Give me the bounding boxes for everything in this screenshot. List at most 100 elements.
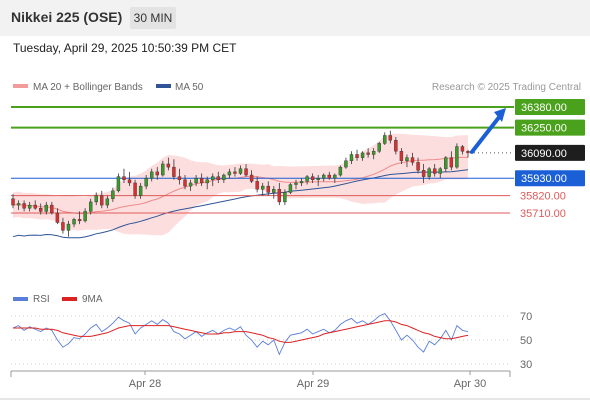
candle-body xyxy=(316,177,320,180)
candle xyxy=(166,157,171,171)
candle-body xyxy=(255,181,259,190)
candle xyxy=(72,217,76,228)
candle xyxy=(377,141,381,153)
candle-body xyxy=(344,160,348,168)
forecast-arrow xyxy=(470,108,506,154)
candle xyxy=(421,163,426,183)
candle-body xyxy=(166,163,171,168)
candle xyxy=(222,173,226,183)
rsi-tick-labels: 70 50 30 xyxy=(520,311,532,371)
candle-body xyxy=(199,177,204,184)
candle-body xyxy=(94,195,98,203)
candle xyxy=(272,186,276,199)
candle xyxy=(116,173,121,193)
candle-body xyxy=(433,168,437,174)
candle-body xyxy=(394,140,398,152)
level-label-35710.00: 35710.00 xyxy=(520,208,566,220)
candle xyxy=(266,181,270,196)
rsi-ma-line xyxy=(13,320,469,343)
candle xyxy=(416,157,420,174)
level-label-36380.00: 36380.00 xyxy=(521,102,567,114)
candle-body xyxy=(416,162,420,171)
candle-body xyxy=(277,189,282,203)
bollinger-band xyxy=(13,133,468,236)
candle-body xyxy=(427,168,431,177)
candle xyxy=(161,160,165,177)
rsi-grid xyxy=(11,315,510,365)
ma50-legend-swatch xyxy=(156,84,171,88)
timeframe-button[interactable]: 30 MIN xyxy=(130,7,176,29)
candle xyxy=(405,154,409,168)
candle-body xyxy=(44,204,48,212)
candle xyxy=(55,208,60,225)
candle-body xyxy=(338,166,343,176)
candle xyxy=(360,151,365,161)
level-labels: 36380.00 36250.00 36090.00 35930.00 35820.00… xyxy=(515,99,585,220)
candle-body xyxy=(299,181,304,184)
credit-text: Research © 2025 Trading Central xyxy=(432,82,581,93)
candle xyxy=(460,144,465,155)
candle xyxy=(244,163,248,177)
candle-body xyxy=(83,211,87,222)
candle-body xyxy=(377,143,381,152)
candle xyxy=(449,151,454,171)
candle-body xyxy=(410,157,415,163)
candle-body xyxy=(205,179,209,184)
candle-body xyxy=(183,179,187,187)
candle-body xyxy=(383,135,387,144)
bollinger-legend-label: MA 20 + Bollinger Bands xyxy=(33,82,143,93)
candle xyxy=(122,168,126,183)
candle-body xyxy=(105,198,110,206)
candle-body xyxy=(33,204,37,209)
candle-body xyxy=(144,177,148,187)
rsi-tick-30: 30 xyxy=(520,359,532,371)
x-tick-label-0: Apr 28 xyxy=(129,378,161,390)
candle-body xyxy=(22,203,26,209)
candle xyxy=(399,148,404,164)
candle-body xyxy=(405,157,409,161)
candle xyxy=(338,165,343,177)
candle-body xyxy=(349,154,354,161)
candle xyxy=(310,173,315,183)
candle-body xyxy=(39,208,43,212)
price-levels xyxy=(11,106,514,214)
candle-body xyxy=(388,135,393,141)
candle-body xyxy=(150,171,154,179)
candle-body xyxy=(55,212,60,223)
candle-body xyxy=(77,219,82,222)
candle-body xyxy=(272,189,276,193)
candle xyxy=(255,176,259,193)
candle xyxy=(155,167,159,180)
x-tick-labels: Apr 28 Apr 29 Apr 30 xyxy=(129,371,486,390)
candle xyxy=(100,190,104,209)
candle-body xyxy=(100,195,104,206)
candle xyxy=(211,173,215,187)
candle-body xyxy=(161,163,165,176)
candle xyxy=(183,175,187,190)
level-label-36090.00: 36090.00 xyxy=(521,148,567,160)
candle xyxy=(77,211,82,225)
bollinger-legend-swatch xyxy=(13,84,28,88)
candle xyxy=(227,168,232,179)
candle-body xyxy=(238,168,243,174)
bollinger-band-fill xyxy=(13,133,468,236)
candle xyxy=(466,149,470,158)
candle-body xyxy=(266,185,270,193)
candle xyxy=(238,165,243,176)
candle xyxy=(105,195,110,209)
candle xyxy=(444,156,448,172)
rsi-tick-50: 50 xyxy=(520,335,532,347)
candle xyxy=(111,187,115,202)
rsi-legend-swatch xyxy=(13,297,28,301)
candle-body xyxy=(399,151,404,161)
candle xyxy=(188,179,193,191)
candle-body xyxy=(355,154,359,158)
candle-body xyxy=(438,168,442,174)
candle xyxy=(177,168,182,185)
candle xyxy=(277,182,282,206)
candle-body xyxy=(310,176,315,180)
candle-body xyxy=(288,184,293,193)
candle-body xyxy=(283,192,287,203)
candle xyxy=(433,163,437,177)
